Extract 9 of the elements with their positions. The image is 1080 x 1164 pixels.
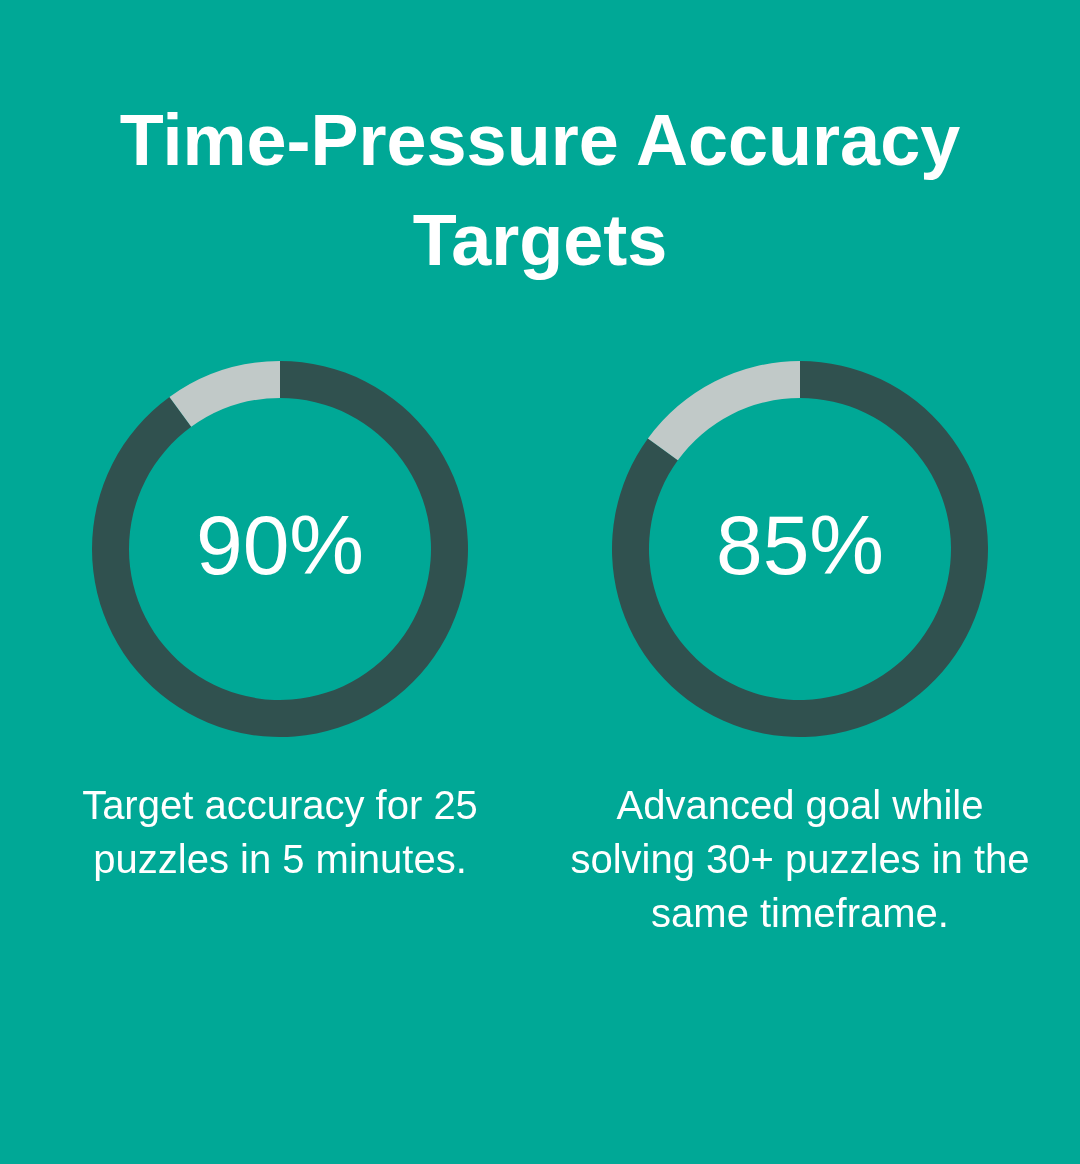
donut-slice [92,361,468,737]
text: Advanced goal while solving 30+ puzzles in the same timeframe. [570,783,1030,935]
donut-slice [612,361,988,737]
chart-title: Time-Pressure Accuracy Targets [119,100,961,280]
text: Target accuracy for 25 puzzles in 5 minutes. [82,783,478,881]
donut-slice [169,361,280,427]
donut-slice [647,361,800,461]
data-label: 85% [715,498,885,592]
data-label: 90% [195,498,365,592]
